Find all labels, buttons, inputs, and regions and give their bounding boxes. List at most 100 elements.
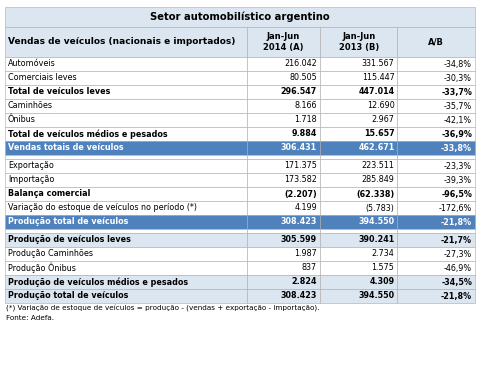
Bar <box>247 261 320 275</box>
Bar <box>397 127 475 141</box>
Bar <box>397 85 475 99</box>
Bar <box>397 261 475 275</box>
Bar <box>397 57 475 71</box>
Text: Comerciais leves: Comerciais leves <box>8 73 77 82</box>
Bar <box>320 233 397 247</box>
Bar <box>320 201 397 215</box>
Text: 4.309: 4.309 <box>369 277 395 287</box>
Bar <box>247 275 320 289</box>
Bar <box>5 275 247 289</box>
Text: (5.783): (5.783) <box>366 204 395 212</box>
Text: Ônibus: Ônibus <box>8 115 36 124</box>
Bar <box>320 229 397 233</box>
Bar <box>5 159 247 173</box>
Bar <box>397 201 475 215</box>
Text: 80.505: 80.505 <box>289 73 317 82</box>
Text: Automóveis: Automóveis <box>8 59 56 69</box>
Text: 306.431: 306.431 <box>281 143 317 153</box>
Text: 223.511: 223.511 <box>361 161 395 170</box>
Bar <box>247 99 320 113</box>
Text: 394.550: 394.550 <box>359 292 395 300</box>
Bar <box>247 289 320 303</box>
Bar <box>247 233 320 247</box>
Text: Total de veículos médios e pesados: Total de veículos médios e pesados <box>8 129 168 139</box>
Bar <box>5 7 475 27</box>
Text: -42,1%: -42,1% <box>444 115 472 124</box>
Bar <box>247 141 320 155</box>
Bar <box>5 99 247 113</box>
Bar <box>5 201 247 215</box>
Bar <box>397 71 475 85</box>
Text: -33,7%: -33,7% <box>441 88 472 96</box>
Text: Produção de veículos médios e pesados: Produção de veículos médios e pesados <box>8 277 188 287</box>
Bar <box>5 57 247 71</box>
Text: -21,8%: -21,8% <box>441 218 472 227</box>
Text: 2.734: 2.734 <box>372 250 395 258</box>
Bar <box>320 85 397 99</box>
Bar <box>5 141 247 155</box>
Text: 394.550: 394.550 <box>359 218 395 227</box>
Bar <box>397 229 475 233</box>
Bar <box>247 57 320 71</box>
Bar <box>320 289 397 303</box>
Text: Produção Ônibus: Produção Ônibus <box>8 263 76 273</box>
Text: 115.447: 115.447 <box>362 73 395 82</box>
Text: 12.690: 12.690 <box>367 101 395 111</box>
Text: -21,7%: -21,7% <box>441 235 472 245</box>
Bar <box>5 187 247 201</box>
Text: -27,3%: -27,3% <box>444 250 472 258</box>
Text: 4.199: 4.199 <box>294 204 317 212</box>
Text: Fonte: Adefa.: Fonte: Adefa. <box>6 315 54 321</box>
Text: 15.657: 15.657 <box>364 130 395 138</box>
Text: 2.967: 2.967 <box>372 115 395 124</box>
Bar <box>397 141 475 155</box>
Bar <box>5 289 247 303</box>
Bar <box>320 113 397 127</box>
Text: Exportação: Exportação <box>8 161 54 170</box>
Bar <box>247 71 320 85</box>
Bar <box>5 113 247 127</box>
Bar <box>320 141 397 155</box>
Bar <box>5 247 247 261</box>
Bar <box>247 229 320 233</box>
Bar <box>5 229 247 233</box>
Text: Setor automobilístico argentino: Setor automobilístico argentino <box>150 12 330 22</box>
Text: Total de veículos leves: Total de veículos leves <box>8 88 110 96</box>
Text: 285.849: 285.849 <box>361 176 395 184</box>
Bar <box>320 275 397 289</box>
Bar <box>247 159 320 173</box>
Text: 837: 837 <box>302 264 317 273</box>
Text: A/B: A/B <box>428 38 444 46</box>
Bar <box>397 99 475 113</box>
Bar <box>397 187 475 201</box>
Text: 308.423: 308.423 <box>280 292 317 300</box>
Text: (62.338): (62.338) <box>356 189 395 199</box>
Text: 171.375: 171.375 <box>284 161 317 170</box>
Bar <box>247 113 320 127</box>
Bar <box>247 187 320 201</box>
Text: 1.987: 1.987 <box>294 250 317 258</box>
Bar <box>5 233 247 247</box>
Bar <box>5 27 247 57</box>
Bar <box>247 127 320 141</box>
Text: 173.582: 173.582 <box>284 176 317 184</box>
Text: -34,5%: -34,5% <box>441 277 472 287</box>
Text: 305.599: 305.599 <box>281 235 317 245</box>
Bar <box>397 155 475 159</box>
Bar <box>320 187 397 201</box>
Bar <box>320 27 397 57</box>
Bar <box>320 127 397 141</box>
Text: -36,9%: -36,9% <box>441 130 472 138</box>
Text: 9.884: 9.884 <box>291 130 317 138</box>
Bar <box>320 173 397 187</box>
Bar <box>397 173 475 187</box>
Bar <box>5 173 247 187</box>
Text: Importação: Importação <box>8 176 54 184</box>
Bar <box>320 155 397 159</box>
Bar <box>247 201 320 215</box>
Text: Produção Caminhões: Produção Caminhões <box>8 250 93 258</box>
Text: Vendas totais de veículos: Vendas totais de veículos <box>8 143 124 153</box>
Bar <box>5 71 247 85</box>
Text: Produção de veículos leves: Produção de veículos leves <box>8 235 131 245</box>
Bar <box>247 27 320 57</box>
